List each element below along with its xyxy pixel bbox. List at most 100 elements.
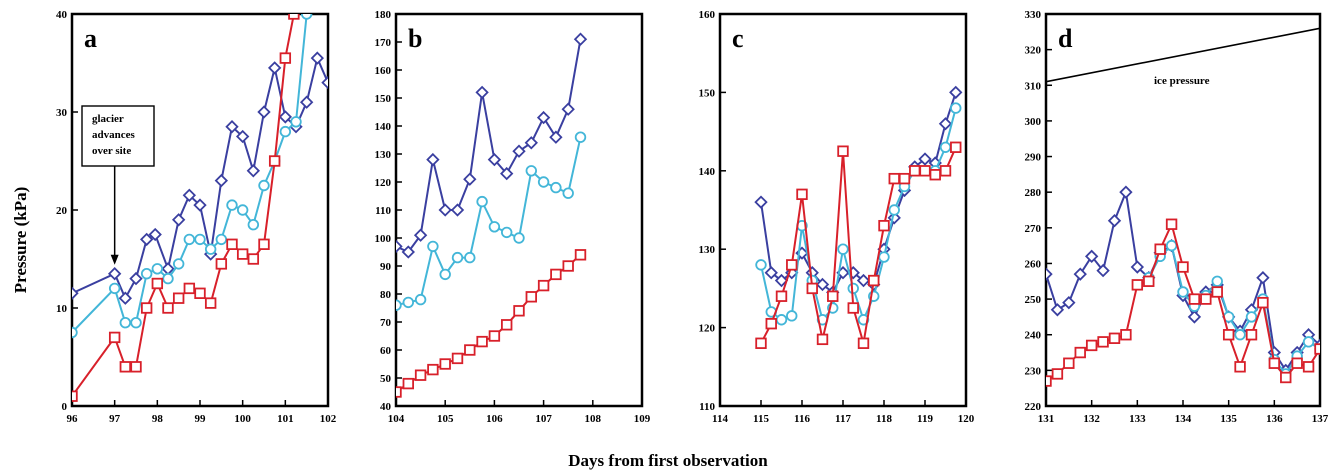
y-tick-label: 120 <box>699 323 716 335</box>
chart-panels: 0 10 20 30 40 96 97 98 99 100 101 102 a glacier advanc… <box>56 9 1329 425</box>
diamond-marker <box>1256 271 1270 285</box>
y-tick-label: 270 <box>1025 223 1042 235</box>
y-tick-label: 170 <box>375 37 392 49</box>
square-marker <box>1280 371 1292 384</box>
circle-marker <box>755 259 767 271</box>
diamond-marker <box>938 117 953 131</box>
diamond-marker <box>1073 267 1087 281</box>
series-line <box>396 39 582 254</box>
x-tick-label: 135 <box>1220 413 1237 425</box>
series-line <box>396 254 582 393</box>
plot-frame <box>394 12 644 408</box>
circle-marker <box>476 195 488 208</box>
square-marker <box>837 145 849 157</box>
x-tick-label: 109 <box>634 413 651 425</box>
y-tick-label: 10 <box>56 303 68 315</box>
circle-marker <box>451 251 464 264</box>
x-tick-label: 115 <box>753 413 769 425</box>
square-marker <box>1222 329 1235 341</box>
diamond-marker <box>536 110 551 125</box>
y-tick-label: 320 <box>1025 45 1042 57</box>
square-marker <box>1143 275 1155 287</box>
diamond-marker <box>549 130 563 144</box>
x-tick-label: 96 <box>67 413 79 425</box>
square-marker <box>1154 243 1166 255</box>
diamond-marker <box>171 213 186 227</box>
y-tick-label: 80 <box>380 289 392 301</box>
square-marker <box>258 238 270 251</box>
square-marker <box>755 337 767 349</box>
circle-marker <box>72 326 78 339</box>
square-marker <box>537 279 550 292</box>
circle-marker <box>786 310 798 322</box>
square-marker <box>1245 329 1258 341</box>
diamond-marker <box>107 267 122 281</box>
diamond-marker <box>512 144 526 158</box>
y-tick-label: 40 <box>56 9 68 21</box>
diamond-marker <box>193 198 207 212</box>
square-marker <box>140 302 153 314</box>
diamond-marker <box>1062 295 1076 310</box>
square-marker <box>288 14 300 20</box>
diamond-marker <box>949 85 963 100</box>
square-marker <box>1177 261 1189 273</box>
square-marker <box>1234 361 1246 373</box>
panel-letter: d <box>1058 24 1073 53</box>
square-marker <box>1108 332 1121 344</box>
x-tick-label: 131 <box>1038 413 1055 425</box>
circle-marker <box>501 226 513 239</box>
circle-marker <box>172 258 185 270</box>
circle-marker <box>402 296 415 309</box>
y-tick-label: 240 <box>1025 330 1042 342</box>
circle-marker <box>108 282 121 295</box>
diamond-marker <box>487 152 502 167</box>
diamond-marker <box>754 195 768 209</box>
x-tick-label: 99 <box>195 413 207 425</box>
circle-marker <box>226 199 238 211</box>
square-marker <box>1063 357 1075 369</box>
diamond-marker <box>918 152 932 166</box>
x-tick-label: 105 <box>437 413 454 425</box>
x-tick-label: 133 <box>1129 413 1146 425</box>
x-tick-label: 117 <box>835 413 851 425</box>
square-marker <box>939 165 952 177</box>
square-marker <box>878 219 890 232</box>
square-marker <box>1051 368 1064 380</box>
x-tick-label: 136 <box>1266 413 1283 425</box>
square-marker <box>1046 375 1052 387</box>
diamond-marker <box>815 277 830 292</box>
square-marker <box>868 274 880 287</box>
square-marker <box>204 297 217 309</box>
circle-marker <box>562 187 574 199</box>
ice-pressure-label: ice pressure <box>1154 75 1210 87</box>
square-marker <box>1188 293 1201 305</box>
square-marker <box>215 258 228 270</box>
square-marker <box>119 361 132 373</box>
arrow-head <box>110 254 119 265</box>
y-tick-label: 130 <box>699 244 716 256</box>
x-tick-label: 114 <box>712 413 728 425</box>
diamond-marker <box>214 173 229 188</box>
y-tick-label: 250 <box>1025 294 1042 306</box>
y-tick-label: 290 <box>1025 152 1042 164</box>
circle-marker <box>1234 329 1246 341</box>
diamond-marker <box>310 51 325 65</box>
series-line <box>72 54 328 301</box>
square-marker <box>574 249 587 261</box>
panel-letter: c <box>732 24 744 53</box>
series-line <box>72 14 295 397</box>
square-marker <box>268 155 281 167</box>
circle-marker <box>258 179 270 192</box>
circle-marker <box>151 263 164 275</box>
panel-d: 220 230 240 250 260 270 280 290 300 310 320 330 131 1… <box>1025 9 1329 425</box>
y-tick-label: 310 <box>1025 80 1042 92</box>
square-marker <box>439 358 451 370</box>
square-marker <box>1314 343 1320 355</box>
square-marker <box>476 335 488 348</box>
y-tick-label: 150 <box>375 93 392 105</box>
circle-marker <box>247 218 260 231</box>
square-marker <box>1291 357 1303 369</box>
circle-marker <box>574 131 587 143</box>
diamond-marker <box>1130 260 1145 274</box>
diamond-marker <box>450 203 465 217</box>
